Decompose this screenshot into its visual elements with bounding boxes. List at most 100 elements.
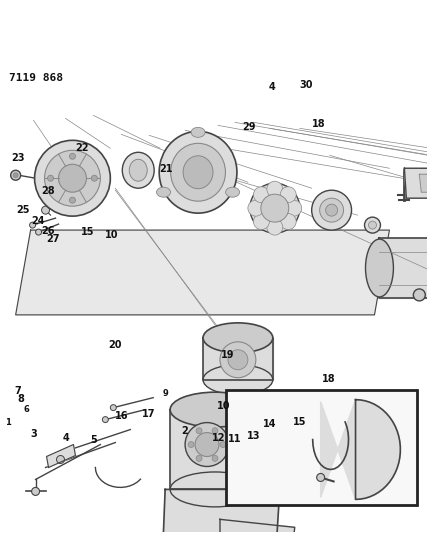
Text: 28: 28 <box>41 186 54 196</box>
Circle shape <box>32 487 39 495</box>
Text: 21: 21 <box>160 164 173 174</box>
Text: 20: 20 <box>108 340 122 350</box>
Polygon shape <box>419 174 428 192</box>
Circle shape <box>30 222 36 228</box>
Circle shape <box>267 181 283 197</box>
Circle shape <box>280 187 296 203</box>
Ellipse shape <box>170 472 260 507</box>
Text: 22: 22 <box>75 143 89 153</box>
Circle shape <box>69 154 75 159</box>
Text: 3: 3 <box>30 429 37 439</box>
Circle shape <box>365 217 380 233</box>
Text: 7: 7 <box>15 386 21 396</box>
Circle shape <box>312 190 351 230</box>
Text: 9: 9 <box>163 389 168 398</box>
Bar <box>226 390 417 505</box>
Circle shape <box>35 140 110 216</box>
Text: 17: 17 <box>143 409 156 419</box>
Circle shape <box>195 433 219 456</box>
Polygon shape <box>203 338 273 379</box>
Circle shape <box>212 427 218 434</box>
Circle shape <box>196 455 202 462</box>
Text: 6: 6 <box>24 405 29 414</box>
Circle shape <box>92 175 98 181</box>
Ellipse shape <box>191 127 205 138</box>
Text: 25: 25 <box>16 205 30 215</box>
Text: 29: 29 <box>242 122 256 132</box>
Text: 7119 868: 7119 868 <box>9 72 62 83</box>
Ellipse shape <box>203 323 273 353</box>
Circle shape <box>253 187 269 203</box>
Ellipse shape <box>226 187 240 197</box>
Text: 1: 1 <box>5 418 10 427</box>
Polygon shape <box>162 489 280 533</box>
Text: 26: 26 <box>41 226 54 236</box>
Circle shape <box>188 441 194 448</box>
Text: 10: 10 <box>217 401 231 411</box>
Polygon shape <box>220 519 295 533</box>
Circle shape <box>317 473 325 481</box>
Circle shape <box>102 417 108 423</box>
Circle shape <box>280 214 296 230</box>
Text: 18: 18 <box>322 374 336 384</box>
Circle shape <box>413 289 425 301</box>
Ellipse shape <box>170 392 260 427</box>
Circle shape <box>59 164 86 192</box>
Polygon shape <box>47 445 75 467</box>
Circle shape <box>196 427 202 434</box>
Text: 4: 4 <box>268 82 275 92</box>
Ellipse shape <box>159 131 237 213</box>
Circle shape <box>220 342 256 378</box>
Circle shape <box>253 214 269 230</box>
Circle shape <box>42 206 50 214</box>
Circle shape <box>228 350 248 370</box>
Text: 15: 15 <box>293 417 306 427</box>
Circle shape <box>56 456 65 464</box>
Text: 13: 13 <box>247 431 260 441</box>
Circle shape <box>48 175 54 181</box>
Text: 8: 8 <box>18 394 24 404</box>
Polygon shape <box>170 410 260 489</box>
Text: 24: 24 <box>31 216 45 227</box>
Circle shape <box>185 423 229 466</box>
Text: 27: 27 <box>46 234 60 244</box>
Ellipse shape <box>203 365 273 394</box>
Circle shape <box>267 219 283 235</box>
Ellipse shape <box>157 187 170 197</box>
Circle shape <box>220 441 226 448</box>
Circle shape <box>212 455 218 462</box>
Circle shape <box>369 221 377 229</box>
Circle shape <box>326 204 338 216</box>
Text: 4: 4 <box>62 433 69 443</box>
Circle shape <box>320 198 344 222</box>
Circle shape <box>110 405 116 410</box>
Circle shape <box>36 229 42 235</box>
Ellipse shape <box>129 159 147 181</box>
Text: 5: 5 <box>90 435 97 445</box>
Ellipse shape <box>366 239 393 297</box>
Circle shape <box>261 194 289 222</box>
Circle shape <box>286 200 302 216</box>
Text: 10: 10 <box>105 230 119 240</box>
Text: 11: 11 <box>228 434 241 445</box>
Polygon shape <box>321 400 400 499</box>
Polygon shape <box>404 168 428 198</box>
Text: 19: 19 <box>221 350 235 360</box>
Text: 18: 18 <box>312 119 325 129</box>
Ellipse shape <box>122 152 154 188</box>
Polygon shape <box>16 230 389 315</box>
Polygon shape <box>380 238 428 298</box>
Circle shape <box>11 170 21 180</box>
Ellipse shape <box>171 143 226 201</box>
Circle shape <box>248 200 264 216</box>
Circle shape <box>250 183 300 233</box>
Circle shape <box>13 173 18 177</box>
Text: 14: 14 <box>263 419 276 430</box>
Ellipse shape <box>183 156 213 189</box>
Circle shape <box>45 150 101 206</box>
Text: 15: 15 <box>81 228 95 238</box>
Text: 2: 2 <box>181 426 188 437</box>
Text: 23: 23 <box>11 153 24 163</box>
Circle shape <box>69 197 75 203</box>
Text: 12: 12 <box>211 433 225 443</box>
